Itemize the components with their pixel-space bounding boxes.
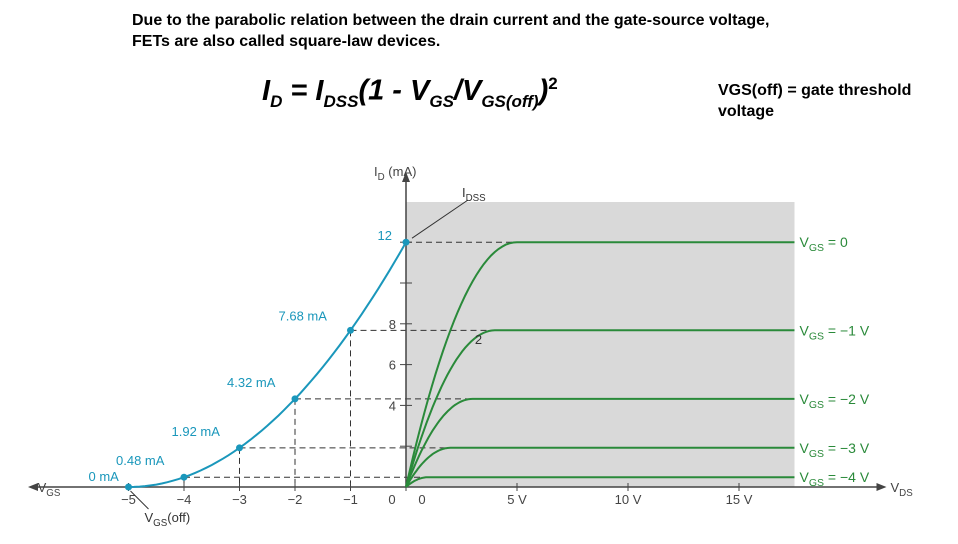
formula-vgsoff: VGS(off) <box>461 74 539 111</box>
transfer-point-label: 7.68 mA <box>279 308 328 323</box>
drain-curve-label: VGS = −4 V <box>800 469 870 489</box>
drain-curve <box>405 397 795 488</box>
formula-equals: = <box>282 74 316 107</box>
drain-curve <box>405 329 795 488</box>
drain-curve <box>405 446 795 488</box>
formula-vgs: VGS <box>410 74 454 111</box>
transfer-point <box>347 326 354 334</box>
square-law-formula: ID = IDSS(1 - VGS/VGS(off))2 <box>262 74 558 111</box>
formula-slash: / <box>453 74 462 107</box>
intro-text: Due to the parabolic relation between th… <box>132 12 770 50</box>
formula-close: ) <box>538 74 549 107</box>
drain-curve-label: VGS = −2 V <box>800 391 870 411</box>
transfer-point <box>236 444 243 452</box>
x-tick-label-vds: 15 V <box>726 492 753 507</box>
transfer-point <box>125 483 132 491</box>
drain-curve-label: VGS = −3 V <box>800 440 870 460</box>
drain-curve <box>405 241 795 488</box>
y-tick-label: 4 <box>389 398 396 413</box>
x-axis-label-vgs: −VGS <box>30 480 61 499</box>
x-tick-label-vgs: −1 <box>343 492 358 507</box>
shaded-region <box>406 202 795 487</box>
vgsoff-annotation: VGS(off) <box>145 510 191 529</box>
y-axis-arrow <box>402 172 410 182</box>
drain-curve <box>405 476 795 488</box>
drain-curve-label: VGS = 0 <box>800 234 848 254</box>
x-tick-label-vgs: 0 <box>388 492 395 507</box>
transfer-point-label: 1.92 mA <box>172 424 221 439</box>
formula-idss: IDSS <box>315 74 359 111</box>
formula-power: 2 <box>548 74 558 93</box>
x-tick-label-vds: 0 <box>418 492 425 507</box>
transfer-point <box>291 395 299 403</box>
transfer-point <box>180 473 188 481</box>
idss-annotation: IDSS <box>462 185 486 204</box>
transfer-point-label: 4.32 mA <box>227 375 276 390</box>
y-tick-label: 6 <box>389 358 396 373</box>
formula-open: (1 - <box>358 74 410 107</box>
x-tick-label-vgs: −3 <box>232 492 247 507</box>
transfer-curve <box>128 241 407 488</box>
vgsoff-pointer <box>130 490 149 510</box>
x-tick-label-vds: 5 V <box>507 492 527 507</box>
vgs-off-note: VGS(off) = gate threshold voltage <box>718 82 912 120</box>
curve-marker-label: 2 <box>475 332 482 347</box>
y-tick-label: 8 <box>389 317 396 332</box>
transfer-point-label: 0.48 mA <box>116 453 165 468</box>
x-tick-label-vgs: −4 <box>177 492 192 507</box>
x-tick-label-vds: 10 V <box>615 492 642 507</box>
transfer-point-label: 0 mA <box>89 469 120 484</box>
transfer-point <box>402 238 410 246</box>
x-tick-label-vgs: −2 <box>288 492 303 507</box>
x-tick-label-vgs: −5 <box>121 492 136 507</box>
formula-id: ID <box>262 74 283 111</box>
transfer-point-label: 12 <box>378 228 392 243</box>
x-axis-arrow-left <box>28 483 38 491</box>
drain-curve-label: VGS = −1 V <box>800 322 870 342</box>
x-axis-label-vds: VDS <box>891 480 914 499</box>
idss-pointer <box>411 199 469 239</box>
y-axis-label: ID (mA) <box>374 164 416 183</box>
x-axis-arrow-right <box>876 483 887 491</box>
